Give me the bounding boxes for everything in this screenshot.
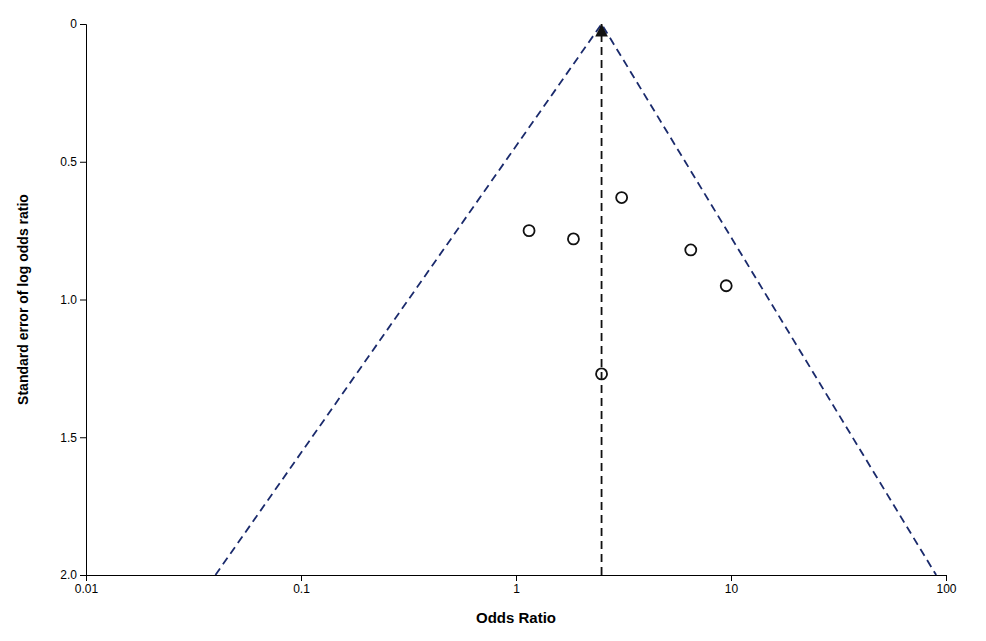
chart: 0.01 0.1 1 10 100 0 0.5 1.0 1.5 2.0 Odds Ratio Stan… <box>0 0 986 641</box>
x-tick-label: 10 <box>725 582 739 596</box>
x-tick: 100 <box>936 575 956 596</box>
y-tick-mark <box>80 300 86 301</box>
y-tick-label: 0 <box>70 17 77 31</box>
y-tick-mark <box>80 162 86 163</box>
x-axis-line <box>87 576 947 582</box>
y-tick-label: 1.5 <box>60 431 77 445</box>
x-tick-label: 0.01 <box>75 582 99 596</box>
x-tick-mark <box>946 575 947 581</box>
y-tick-label: 2.0 <box>60 568 77 582</box>
x-axis: 0.01 0.1 1 10 100 <box>75 575 957 596</box>
y-tick: 2.0 <box>60 568 86 582</box>
x-tick-label: 100 <box>936 582 956 596</box>
x-tick-label: 1 <box>513 582 520 596</box>
y-axis-line <box>80 25 87 576</box>
point <box>568 233 579 244</box>
y-tick-label: 1.0 <box>60 293 77 307</box>
point <box>685 244 696 255</box>
point <box>616 192 627 203</box>
x-tick-label: 0.1 <box>293 582 310 596</box>
y-axis: 0 0.5 1.0 1.5 2.0 <box>60 17 86 582</box>
y-tick: 0.5 <box>60 155 86 169</box>
point <box>596 368 607 379</box>
y-tick-mark <box>80 24 86 25</box>
x-tick: 0.01 <box>75 575 99 596</box>
x-tick-mark <box>516 575 517 581</box>
y-tick: 1.0 <box>60 293 86 307</box>
plot: 0.01 0.1 1 10 100 0 0.5 1.0 1.5 2.0 Odds Ratio Stan… <box>15 17 957 626</box>
x-tick: 1 <box>513 575 520 596</box>
x-axis-title: Odds Ratio <box>476 609 556 626</box>
marks <box>215 24 936 575</box>
y-tick: 0 <box>70 17 86 31</box>
y-tick-label: 0.5 <box>60 155 77 169</box>
series-line <box>215 24 936 575</box>
point <box>524 225 535 236</box>
x-tick: 10 <box>725 575 739 596</box>
series-line <box>601 24 603 575</box>
y-tick-mark <box>80 575 86 576</box>
y-tick-mark <box>80 437 86 438</box>
y-axis-title: Standard error of log odds ratio <box>15 194 31 405</box>
x-tick-mark <box>731 575 732 581</box>
x-tick-mark <box>301 575 302 581</box>
x-tick: 0.1 <box>293 575 310 596</box>
y-tick: 1.5 <box>60 431 86 445</box>
point <box>721 280 732 291</box>
